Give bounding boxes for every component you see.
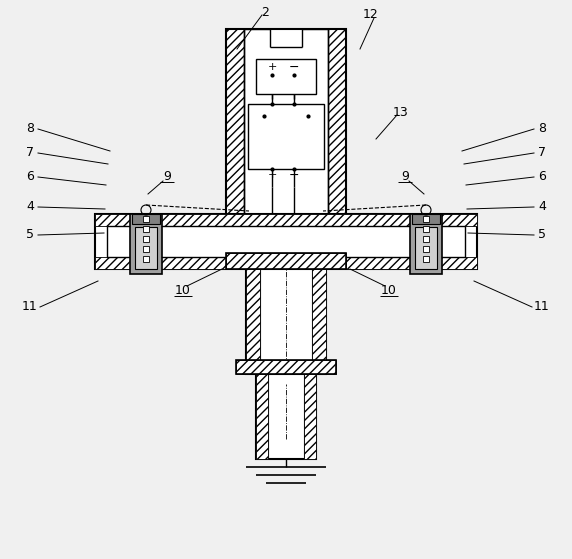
Text: −: − — [289, 168, 299, 182]
Text: 12: 12 — [363, 8, 379, 21]
Text: 6: 6 — [26, 170, 34, 183]
Text: 5: 5 — [538, 229, 546, 241]
Bar — [143, 246, 149, 252]
Bar — [423, 216, 429, 222]
Bar — [143, 236, 149, 242]
Bar — [226, 253, 346, 269]
Bar — [132, 214, 160, 224]
Bar — [423, 236, 429, 242]
Text: 7: 7 — [538, 146, 546, 159]
Text: 4: 4 — [538, 201, 546, 214]
Text: 9: 9 — [163, 170, 171, 183]
Text: 8: 8 — [26, 122, 34, 135]
Text: 9: 9 — [401, 170, 409, 183]
Bar — [143, 216, 149, 222]
Bar — [244, 29, 328, 219]
Bar — [312, 269, 326, 374]
Bar — [412, 214, 440, 224]
Bar — [135, 227, 157, 269]
Bar — [246, 269, 260, 374]
Bar — [226, 29, 244, 219]
Text: 6: 6 — [538, 170, 546, 183]
Bar — [423, 226, 429, 232]
Bar — [256, 374, 268, 459]
Bar — [415, 227, 437, 269]
Bar — [95, 257, 477, 269]
Bar — [410, 214, 442, 274]
Bar — [143, 226, 149, 232]
Bar — [143, 256, 149, 262]
Bar — [328, 29, 346, 219]
Bar — [256, 374, 316, 459]
Text: +: + — [267, 62, 277, 72]
Bar — [95, 214, 477, 226]
Bar — [248, 104, 324, 169]
Text: 2: 2 — [261, 6, 269, 18]
Text: 5: 5 — [26, 229, 34, 241]
Bar — [95, 214, 477, 269]
Bar — [256, 59, 316, 94]
Bar — [246, 269, 326, 374]
Text: 10: 10 — [175, 285, 191, 297]
Text: 13: 13 — [393, 106, 409, 119]
Bar — [226, 253, 346, 269]
Bar — [304, 374, 316, 459]
Text: 8: 8 — [538, 122, 546, 135]
Text: 10: 10 — [381, 285, 397, 297]
Bar — [107, 226, 465, 257]
Text: 4: 4 — [26, 201, 34, 214]
Bar — [226, 29, 346, 219]
Bar — [423, 256, 429, 262]
Text: +: + — [267, 170, 277, 180]
Text: 11: 11 — [534, 301, 550, 314]
Text: 7: 7 — [26, 146, 34, 159]
Text: −: − — [289, 60, 299, 73]
Bar — [236, 360, 336, 374]
Bar — [130, 214, 162, 274]
Text: 11: 11 — [22, 301, 38, 314]
Bar — [236, 360, 336, 374]
Bar — [423, 246, 429, 252]
